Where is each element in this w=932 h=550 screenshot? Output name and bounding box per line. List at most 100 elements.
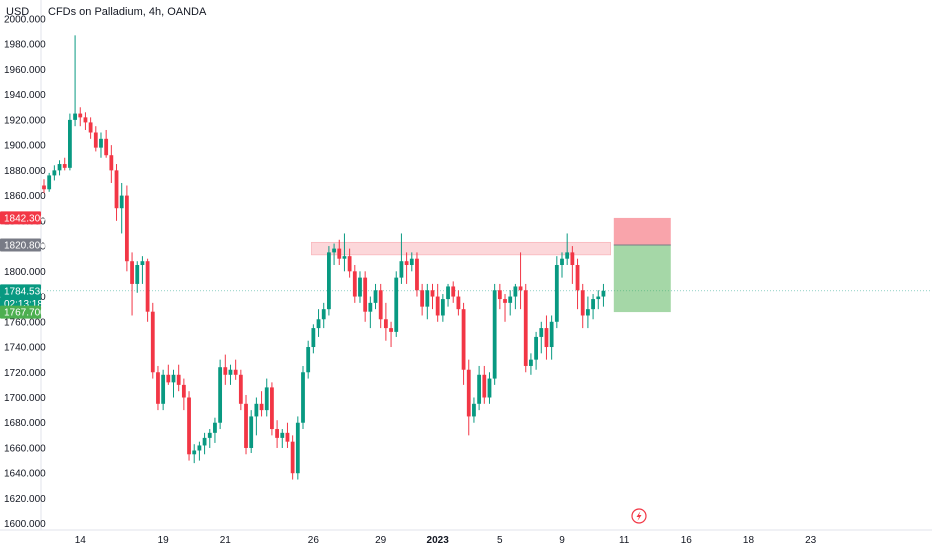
candle-body: [52, 170, 57, 176]
y-tick-label: 1640.000: [4, 469, 46, 480]
candle-body: [554, 265, 559, 322]
candle-body: [446, 286, 450, 300]
candle-body: [358, 277, 362, 297]
candle-body: [301, 372, 305, 423]
x-tick-label: 26: [308, 535, 320, 546]
candle-body: [306, 347, 311, 373]
candle-body: [295, 422, 300, 474]
candle-body: [404, 261, 409, 265]
candle: [306, 340, 311, 379]
candle: [482, 365, 487, 404]
candle-body: [466, 369, 471, 417]
candle: [88, 117, 93, 139]
candle-body: [430, 290, 435, 297]
candle: [290, 435, 295, 480]
candle: [166, 364, 171, 385]
candle: [156, 365, 160, 411]
candle-body: [591, 299, 595, 310]
candle-body: [549, 321, 554, 348]
resistance-zone[interactable]: [311, 241, 611, 256]
candle: [539, 321, 544, 354]
candle-body: [539, 328, 544, 337]
price-tag: 1784.536: [0, 284, 46, 298]
candle-body: [119, 195, 124, 209]
candle: [544, 315, 549, 360]
stop-loss-zone[interactable]: [613, 217, 671, 246]
candle-body: [534, 336, 538, 360]
candle: [244, 394, 248, 455]
candle-body: [327, 252, 331, 310]
candle: [446, 283, 450, 307]
candle-body: [482, 374, 487, 398]
candle-body: [347, 256, 352, 272]
drawing-layer: [41, 217, 932, 313]
candle-body: [456, 296, 461, 310]
candle: [513, 283, 518, 310]
candle: [358, 271, 362, 303]
candle-body: [150, 311, 155, 373]
candle: [275, 420, 279, 448]
take-profit-zone[interactable]: [613, 245, 671, 313]
candle-body: [565, 252, 570, 259]
candle: [332, 243, 336, 265]
candle-body: [373, 290, 378, 303]
price-tag: 1767.700: [0, 305, 46, 319]
candle-body: [176, 374, 181, 385]
candle-body: [83, 117, 88, 123]
candle: [259, 391, 264, 417]
candle: [99, 132, 103, 158]
candle: [295, 416, 300, 480]
y-tick-label: 1800.000: [4, 267, 46, 278]
candle: [487, 372, 492, 404]
candle: [104, 129, 109, 158]
candle-body: [508, 296, 513, 303]
time-axis: 14 19 21 26 29 2023 5 9 11 16 18 23: [75, 535, 817, 546]
candle: [383, 302, 388, 341]
candle: [565, 233, 570, 265]
candle: [549, 315, 554, 360]
candle: [596, 290, 601, 310]
candle: [492, 283, 497, 385]
candle: [161, 369, 166, 411]
candle: [580, 283, 585, 329]
candle-body: [181, 384, 186, 398]
candle: [213, 417, 217, 443]
candle-body: [332, 248, 336, 253]
candle-body: [383, 319, 388, 329]
candle: [389, 321, 393, 348]
candle-body: [280, 432, 285, 438]
candle-body: [62, 164, 67, 168]
x-tick-label: 5: [497, 535, 503, 546]
lightning-icon[interactable]: [631, 508, 647, 524]
price-tag: 1842.300: [0, 211, 46, 225]
candle-body: [202, 437, 207, 446]
candle: [554, 256, 559, 329]
price-axis: 2000.000 1980.000 1960.000 1940.000 1920.000…: [4, 14, 46, 530]
y-tick-label: 1720.000: [4, 368, 46, 379]
candle: [394, 271, 399, 337]
candle-body: [290, 441, 295, 474]
price-tag-bg: [0, 284, 41, 298]
candle-body: [368, 302, 373, 312]
candle-body: [156, 372, 160, 404]
candle: [601, 283, 606, 307]
candle: [192, 444, 197, 464]
x-tick-label: 29: [375, 535, 387, 546]
candle: [435, 283, 440, 322]
candle: [62, 157, 67, 171]
candle: [472, 397, 476, 423]
price-tag-label: 02:13:18: [4, 299, 43, 310]
candle-body: [228, 369, 233, 375]
candle-body: [570, 252, 575, 265]
candle: [301, 365, 305, 430]
candle: [187, 391, 191, 461]
candle: [342, 233, 347, 272]
candle: [114, 164, 119, 221]
candle-body: [477, 374, 482, 404]
candle: [145, 258, 150, 322]
candle-body: [233, 369, 238, 375]
candle: [409, 252, 414, 272]
candle-body: [415, 258, 419, 291]
candle-body: [409, 258, 414, 265]
